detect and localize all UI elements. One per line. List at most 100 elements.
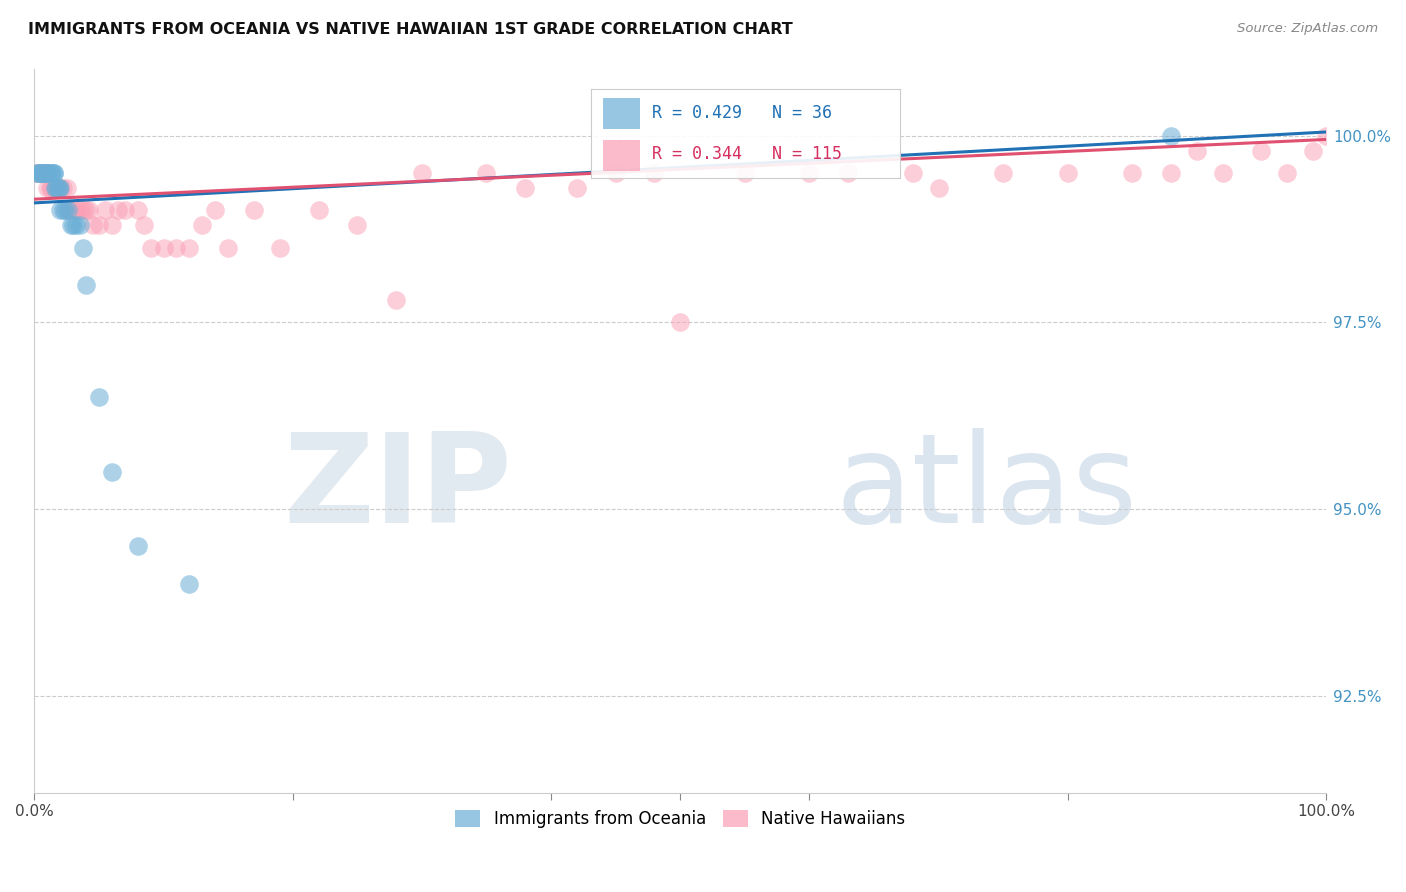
Point [65, 219, 87, 233]
Point [166, 241, 188, 255]
Point [37, 166, 59, 180]
Point [39, 181, 62, 195]
Point [31, 166, 53, 180]
Point [24, 166, 46, 180]
Point [69, 203, 91, 218]
Text: IMMIGRANTS FROM OCEANIA VS NATIVE HAWAIIAN 1ST GRADE CORRELATION CHART: IMMIGRANTS FROM OCEANIA VS NATIVE HAWAII… [28, 22, 793, 37]
Point [75, 203, 97, 218]
Point [1056, 166, 1078, 180]
Point [69, 219, 91, 233]
Point [1315, 128, 1337, 143]
Point [152, 241, 174, 255]
Point [1160, 128, 1182, 143]
Point [45, 181, 67, 195]
Point [734, 166, 756, 180]
Point [62, 219, 84, 233]
Point [127, 203, 149, 218]
Point [56, 203, 79, 218]
Point [799, 166, 821, 180]
Point [87, 390, 110, 404]
Point [1185, 144, 1208, 158]
Point [42, 166, 65, 180]
Point [179, 241, 201, 255]
Text: atlas: atlas [835, 428, 1137, 549]
Point [217, 241, 239, 255]
Point [77, 203, 100, 218]
Point [49, 181, 72, 195]
Point [65, 203, 87, 218]
Bar [603, 98, 640, 129]
Point [1250, 144, 1272, 158]
Point [32, 166, 55, 180]
Point [191, 219, 214, 233]
Point [82, 219, 104, 233]
Point [25, 166, 48, 180]
Text: R = 0.344   N = 115: R = 0.344 N = 115 [652, 145, 842, 163]
Point [52, 203, 75, 218]
Point [127, 539, 149, 553]
Point [107, 203, 129, 218]
Point [346, 219, 368, 233]
Bar [603, 140, 640, 171]
Point [34, 166, 56, 180]
Legend: Immigrants from Oceania, Native Hawaiians: Immigrants from Oceania, Native Hawaiian… [449, 804, 911, 835]
Point [411, 166, 433, 180]
Point [53, 203, 76, 218]
Point [1121, 166, 1143, 180]
Point [565, 181, 588, 195]
Point [52, 181, 75, 195]
Point [59, 219, 82, 233]
Point [34, 166, 56, 180]
Point [139, 241, 162, 255]
Text: ZIP: ZIP [284, 428, 512, 549]
Point [44, 181, 66, 195]
Point [134, 219, 156, 233]
Point [243, 203, 266, 218]
Point [38, 166, 60, 180]
Point [204, 203, 226, 218]
Point [28, 166, 51, 180]
Point [32, 166, 55, 180]
Point [62, 203, 84, 218]
Point [669, 315, 692, 329]
Point [75, 278, 97, 293]
Point [1277, 166, 1299, 180]
Point [39, 166, 62, 180]
Point [269, 241, 291, 255]
Point [35, 166, 58, 180]
Point [1160, 166, 1182, 180]
Point [38, 181, 60, 195]
Point [928, 181, 950, 195]
Text: Source: ZipAtlas.com: Source: ZipAtlas.com [1237, 22, 1378, 36]
Point [87, 219, 110, 233]
Point [27, 166, 49, 180]
Point [25, 166, 48, 180]
Point [48, 181, 70, 195]
Point [114, 203, 136, 218]
Point [46, 181, 69, 195]
Point [385, 293, 408, 307]
Point [475, 166, 498, 180]
Point [41, 166, 63, 180]
Text: R = 0.429   N = 36: R = 0.429 N = 36 [652, 104, 832, 122]
Point [44, 181, 66, 195]
Point [308, 203, 330, 218]
Point [94, 203, 117, 218]
Point [37, 166, 59, 180]
Point [901, 166, 924, 180]
Point [837, 166, 859, 180]
Point [515, 181, 537, 195]
Point [55, 181, 77, 195]
Point [37, 181, 59, 195]
Point [28, 166, 51, 180]
Point [31, 166, 53, 180]
Point [72, 241, 94, 255]
Point [30, 166, 52, 180]
Point [72, 203, 94, 218]
Point [42, 181, 65, 195]
Point [42, 166, 65, 180]
Point [31, 166, 53, 180]
Point [643, 166, 665, 180]
Point [58, 203, 80, 218]
Point [27, 166, 49, 180]
